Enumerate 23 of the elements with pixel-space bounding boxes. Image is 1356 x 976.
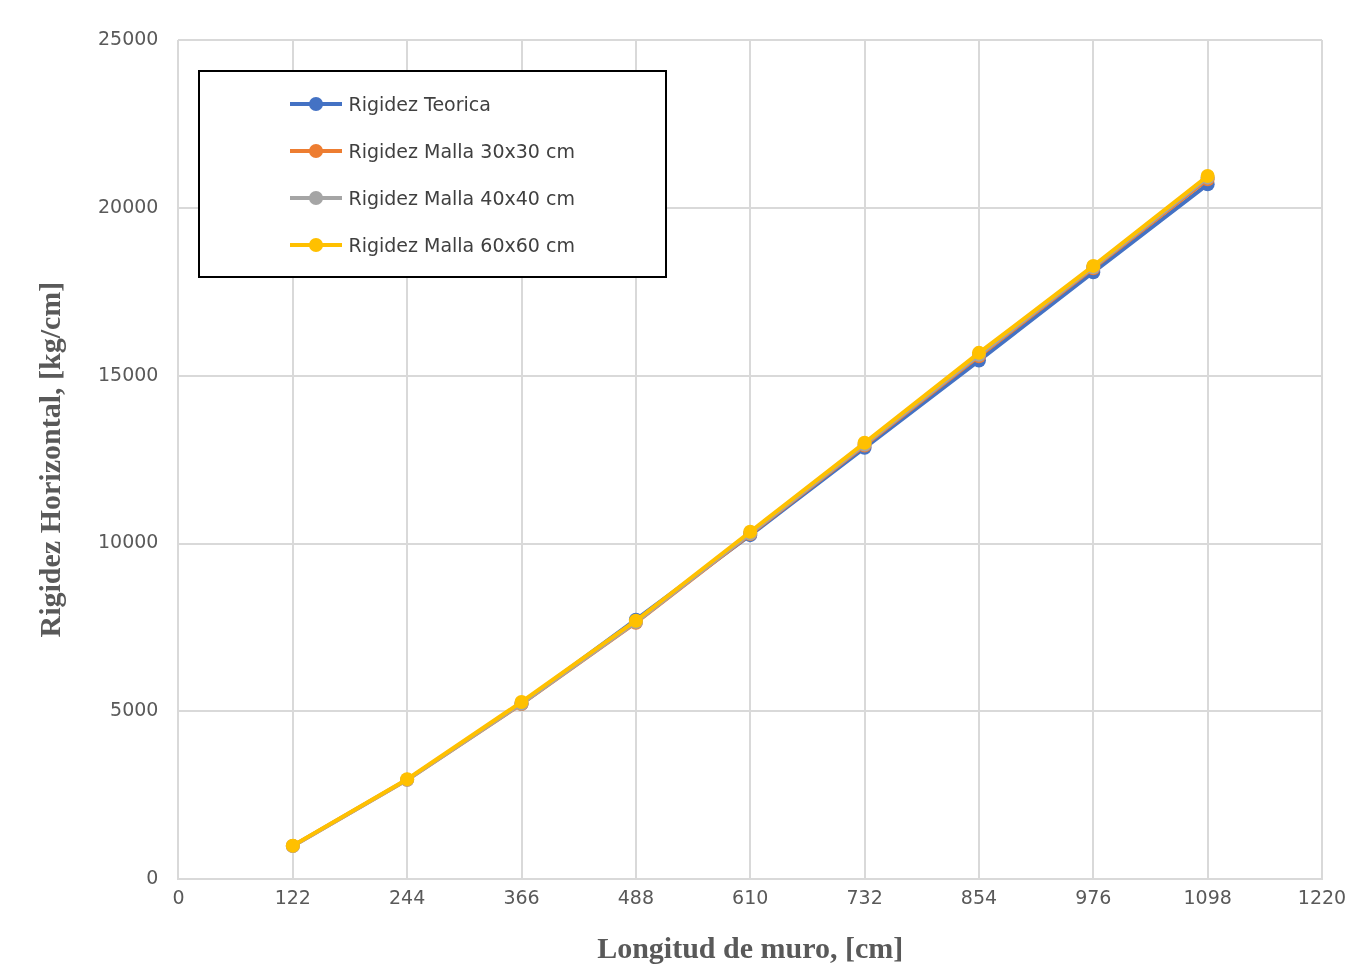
x-tick-label: 610 [732,885,769,908]
x-tick-label: 732 [846,885,883,908]
y-tick-label: 10000 [97,530,159,553]
x-tick-label: 122 [274,885,311,908]
y-tick-label: 25000 [97,26,159,49]
x-tick-label: 488 [617,885,654,908]
legend-label: Rigidez Malla 30x30 cm [348,139,575,162]
legend-label: Rigidez Teorica [348,92,491,115]
x-tick-label: 1220 [1297,885,1347,908]
x-tick-label: 1098 [1183,885,1232,908]
y-tick-label: 15000 [97,362,159,385]
x-tick-label: 976 [1075,885,1112,908]
y-tick-label: 5000 [110,698,159,721]
x-tick-label: 366 [503,885,540,908]
x-tick-label: 854 [960,885,998,908]
y-axis-title: Rigidez Horizontal, [kg/cm] [32,281,66,638]
legend-label: Rigidez Malla 60x60 cm [348,233,575,256]
legend-label: Rigidez Malla 40x40 cm [348,186,575,209]
y-tick-label: 20000 [97,194,159,217]
x-axis-title: Longitud de muro, [cm] [597,930,904,964]
x-tick-label: 244 [389,885,426,908]
x-tick-label: 0 [172,885,185,908]
y-tick-label: 0 [146,866,159,889]
